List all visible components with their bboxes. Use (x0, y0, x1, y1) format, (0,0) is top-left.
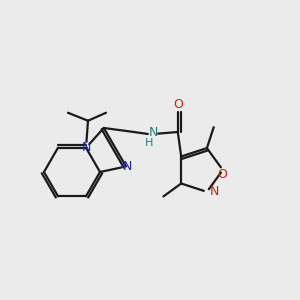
Text: N: N (81, 141, 91, 154)
Text: N: N (210, 185, 220, 198)
Text: O: O (173, 98, 183, 112)
Text: N: N (122, 160, 132, 173)
Text: N: N (149, 127, 158, 140)
Text: H: H (145, 138, 153, 148)
Text: O: O (217, 169, 227, 182)
